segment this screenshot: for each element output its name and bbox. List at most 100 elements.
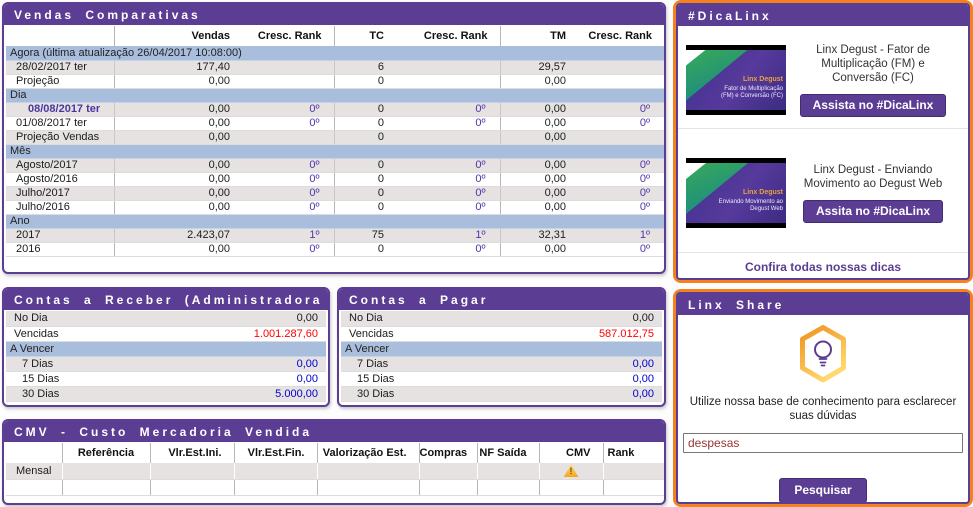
cmv-cell: [476, 479, 539, 496]
amount-cell: 0,00: [182, 311, 326, 327]
linx-share-panel: Linx Share Utilize nossa base de conheci…: [676, 292, 970, 504]
rank-cell: 0º: [242, 116, 334, 131]
vendas-table-row: 2016 0,00 0º 0 0º 0,00 0º: [6, 242, 664, 257]
rank-cell: 1º: [242, 228, 334, 243]
row-label: 28/02/2017 ter: [6, 60, 114, 75]
rank-cell: [578, 60, 664, 75]
row-label: Agosto/2017: [6, 158, 114, 173]
cmv-column-header: Referência: [61, 443, 150, 463]
vendas-table: Vendas Cresc. Rank TC Cresc. Rank TM Cresc. R…: [6, 26, 664, 257]
amount-cell: 0,00: [517, 311, 662, 327]
vendas-comparativas-panel: Vendas Comparativas Vendas Cresc. Rank TC C…: [2, 2, 666, 274]
rank-cell: [396, 74, 500, 89]
contas-pagar-title: Contas a Pagar: [339, 289, 664, 310]
rank-cell: 0º: [578, 186, 664, 201]
vendas-table-body: Agora (última atualização 26/04/2017 10:…: [6, 46, 664, 257]
vendas-column-header: Cresc. Rank: [257, 30, 322, 42]
amount-cell: 587.012,75: [517, 326, 662, 342]
row-label: 15 Dias: [341, 371, 518, 387]
knowledge-search-input[interactable]: [683, 433, 963, 453]
row-label: No Dia: [6, 311, 182, 327]
section-band-label: Dia: [6, 88, 664, 103]
rank-cell: 1º: [578, 228, 664, 243]
cmv-cell: [233, 463, 317, 480]
video-thumbnail[interactable]: Linx Degust Enviando Movimento ao Degust…: [686, 158, 786, 228]
amount-cell: 0,00: [182, 371, 326, 387]
contas-table-row: No Dia 0,00: [6, 311, 326, 327]
contas-table-row: Vencidas 587.012,75: [341, 326, 662, 342]
row-label: No Dia: [341, 311, 518, 327]
vendas-table-row: 08/08/2017 ter 0,00 0º 0 0º 0,00 0º: [6, 102, 664, 117]
cmv-cell: [149, 463, 234, 480]
value-cell: 0,00: [499, 102, 578, 117]
amount-cell: 1.001.287,60: [182, 326, 326, 342]
date-link[interactable]: 08/08/2017 ter: [6, 102, 114, 117]
rank-cell: 1º: [396, 228, 500, 243]
watch-dicalinx-button[interactable]: Assista no #DicaLinx: [799, 93, 947, 117]
dicalinx-item: Linx Degust Enviando Movimento ao Degust…: [678, 128, 968, 252]
cmv-cell: Mensal: [6, 463, 62, 480]
cmv-cell: [316, 479, 419, 496]
cmv-cell: [538, 463, 603, 480]
section-band-label: Mês: [6, 144, 664, 159]
amount-cell: 0,00: [517, 356, 662, 372]
value-cell: 0,00: [113, 158, 242, 173]
cmv-column-header: Valorização Est.: [316, 443, 419, 463]
thumbnail-caption-text: Enviando Movimento ao Degust Web: [718, 199, 783, 212]
section-band-row: Dia: [6, 88, 664, 103]
rank-cell: 0º: [396, 242, 500, 257]
row-label: Julho/2017: [6, 186, 114, 201]
value-cell: 177,40: [113, 60, 242, 75]
rank-cell: 0º: [578, 158, 664, 173]
row-label: Vencidas: [341, 326, 518, 342]
row-label: Julho/2016: [6, 200, 114, 215]
row-label: 2016: [6, 242, 114, 257]
cmv-cell: [418, 463, 477, 480]
cmv-table-body: Mensal: [6, 463, 664, 496]
value-cell: 75: [333, 228, 396, 243]
linx-share-highlight-border: Linx Share Utilize nossa base de conheci…: [673, 289, 973, 507]
value-cell: 0,00: [499, 186, 578, 201]
cmv-column-header: NF Saída: [476, 443, 539, 463]
rank-cell: [396, 60, 500, 75]
cmv-panel-title: CMV - Custo Mercadoria Vendida: [4, 421, 664, 442]
knowledge-base-hexagon-bulb-icon: [800, 325, 846, 383]
cmv-column-header: CMV: [538, 443, 603, 463]
section-band-row: Ano: [6, 214, 664, 229]
value-cell: 0,00: [113, 200, 242, 215]
watch-dicalinx-button[interactable]: Assita no #DicaLinx: [802, 200, 944, 223]
vendas-column-header: TM: [499, 26, 578, 46]
cmv-table-row: Mensal: [6, 463, 664, 480]
rank-cell: 0º: [396, 116, 500, 131]
section-band-label: A Vencer: [6, 341, 326, 357]
vendas-table-row: Julho/2017 0,00 0º 0 0º 0,00 0º: [6, 186, 664, 201]
vendas-table-row: Agosto/2017 0,00 0º 0 0º 0,00 0º: [6, 158, 664, 173]
video-thumbnail[interactable]: Linx Degust Fator de Multiplicação (FM) …: [686, 44, 786, 115]
search-button[interactable]: Pesquisar: [779, 478, 867, 502]
section-band-row: A Vencer: [341, 341, 662, 357]
value-cell: 32,31: [499, 228, 578, 243]
value-cell: 0,00: [113, 116, 242, 131]
cmv-column-header: [6, 443, 62, 463]
contas-table-row: No Dia 0,00: [341, 311, 662, 327]
value-cell: 0: [333, 242, 396, 257]
vendas-table-row: 01/08/2017 ter 0,00 0º 0 0º 0,00 0º: [6, 116, 664, 131]
row-label: 7 Dias: [6, 356, 182, 372]
rank-cell: 0º: [396, 158, 500, 173]
contas-table-row: 30 Dias 0,00: [341, 386, 662, 402]
thumbnail-caption-text: Fator de Multiplicação (FM) e Conversão …: [720, 85, 783, 99]
vendas-table-row: 2017 2.423,07 1º 75 1º 32,31 1º: [6, 228, 664, 243]
rank-cell: 0º: [396, 172, 500, 187]
cmv-cell: [602, 479, 664, 496]
rank-cell: [578, 74, 664, 89]
rank-cell: [242, 60, 334, 75]
value-cell: 6: [333, 60, 396, 75]
dicalinx-highlight-border: #DicaLinx Linx Degust Fator de Multiplic…: [673, 0, 973, 283]
rank-cell: 0º: [242, 102, 334, 117]
contas-receber-panel: Contas a Receber (Administradora No Dia 0…: [2, 287, 330, 407]
all-tips-link[interactable]: Confira todas nossas dicas: [744, 259, 902, 274]
row-label: 7 Dias: [341, 356, 518, 372]
value-cell: 0,00: [113, 242, 242, 257]
contas-table-row: 7 Dias 0,00: [341, 356, 662, 372]
value-cell: 0,00: [499, 130, 578, 145]
